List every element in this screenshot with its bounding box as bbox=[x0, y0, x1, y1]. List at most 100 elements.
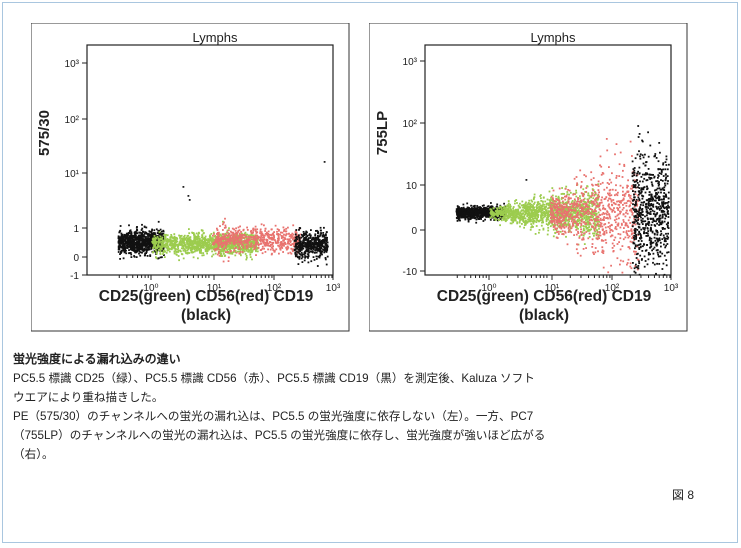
cd19-point bbox=[150, 239, 152, 241]
cd56-point bbox=[230, 231, 233, 234]
cd25-point bbox=[249, 251, 252, 254]
cd19-point bbox=[142, 250, 145, 253]
cd25-point bbox=[210, 240, 213, 243]
cd19-point bbox=[301, 261, 304, 263]
cd56-point bbox=[217, 239, 220, 242]
cd19-point bbox=[128, 239, 131, 242]
cd25-point bbox=[525, 212, 528, 215]
cd19-point bbox=[315, 246, 318, 249]
cd25-point bbox=[590, 210, 593, 213]
cd25-point bbox=[546, 233, 549, 236]
cd19-point bbox=[480, 216, 483, 218]
cd25-point bbox=[204, 249, 207, 252]
cd19-point bbox=[123, 238, 126, 241]
cd19-point bbox=[467, 214, 469, 217]
cd25-point bbox=[178, 243, 181, 246]
cd19-point bbox=[472, 207, 475, 210]
cd19-point bbox=[300, 251, 303, 254]
cd56-point bbox=[277, 244, 279, 247]
cd56-point bbox=[220, 236, 223, 239]
cd56-point bbox=[224, 226, 227, 229]
cd19-point bbox=[161, 230, 163, 233]
cd19-point bbox=[302, 242, 304, 245]
cd19-point bbox=[314, 234, 317, 237]
cd19-point bbox=[298, 229, 300, 231]
cd19-point bbox=[303, 241, 306, 244]
cd19-point bbox=[125, 252, 128, 255]
cd56-point bbox=[262, 235, 265, 237]
cd25-point bbox=[578, 235, 581, 238]
cd56-point bbox=[216, 227, 218, 230]
cd19-point bbox=[315, 258, 318, 260]
cd56-point bbox=[241, 251, 244, 253]
cd19-point bbox=[484, 208, 486, 211]
cd25-point bbox=[245, 255, 248, 257]
cd25-point bbox=[512, 218, 514, 220]
cd19-point bbox=[142, 241, 144, 244]
cd25-point bbox=[248, 242, 251, 244]
cd19-point bbox=[479, 217, 482, 220]
cd56-point bbox=[259, 228, 262, 231]
cd25-point bbox=[186, 241, 188, 244]
cd19-point bbox=[135, 250, 138, 252]
cd56-point bbox=[236, 236, 239, 239]
cd25-point bbox=[256, 247, 259, 250]
cd25-point bbox=[207, 238, 209, 240]
cd19-point bbox=[122, 246, 125, 248]
cd25-point bbox=[193, 237, 196, 240]
cd19-point bbox=[306, 245, 308, 248]
cd25-point bbox=[592, 232, 594, 235]
cd56-point bbox=[216, 253, 219, 256]
cd25-point bbox=[587, 222, 590, 225]
cd25-point bbox=[161, 241, 164, 244]
cd25-point bbox=[527, 216, 530, 219]
cd25-point bbox=[164, 234, 167, 237]
cd25-point bbox=[155, 237, 158, 240]
cd19-point bbox=[120, 249, 123, 252]
cd19-point bbox=[315, 242, 317, 245]
cd25-point bbox=[516, 209, 519, 212]
cd19-point bbox=[123, 244, 126, 246]
cd19-point bbox=[133, 249, 136, 252]
cd25-point bbox=[498, 219, 500, 221]
cd25-point bbox=[165, 251, 168, 254]
cd56-point bbox=[266, 232, 268, 235]
cd19-point bbox=[141, 223, 143, 226]
cd19-point bbox=[475, 218, 478, 221]
cd19-point bbox=[294, 245, 297, 248]
cd19-point bbox=[143, 240, 146, 243]
cd19-point bbox=[149, 235, 151, 238]
cd25-point bbox=[576, 207, 579, 209]
cd19-point bbox=[324, 257, 327, 259]
cd19-point bbox=[323, 240, 325, 243]
cd19-point bbox=[313, 242, 315, 245]
cd56-point bbox=[250, 229, 253, 232]
cd25-point bbox=[568, 218, 571, 220]
cd25-point bbox=[545, 223, 548, 225]
cd19-point bbox=[125, 249, 127, 252]
cd25-point bbox=[561, 187, 563, 189]
cd19-point bbox=[483, 208, 485, 211]
cd25-point bbox=[166, 249, 169, 252]
cd19-point bbox=[152, 232, 155, 234]
cd56-point bbox=[271, 243, 274, 246]
cd56-point bbox=[290, 244, 292, 246]
cd19-point bbox=[298, 246, 301, 249]
cd25-point bbox=[201, 246, 203, 249]
cd25-point bbox=[541, 221, 543, 224]
cd56-point bbox=[291, 248, 294, 251]
cd56-point bbox=[221, 241, 224, 244]
cd19-point bbox=[124, 246, 127, 249]
cd25-point bbox=[160, 240, 163, 243]
cd19-point bbox=[312, 237, 315, 239]
cd25-point bbox=[219, 248, 222, 251]
cd56-point bbox=[280, 245, 283, 248]
cd19-point bbox=[301, 256, 304, 258]
cd25-point bbox=[215, 246, 218, 249]
cd19-point bbox=[470, 215, 473, 218]
cd19-point bbox=[140, 229, 143, 231]
cd19-point bbox=[144, 252, 146, 255]
cd25-point bbox=[160, 242, 163, 245]
cd25-point bbox=[192, 232, 195, 234]
